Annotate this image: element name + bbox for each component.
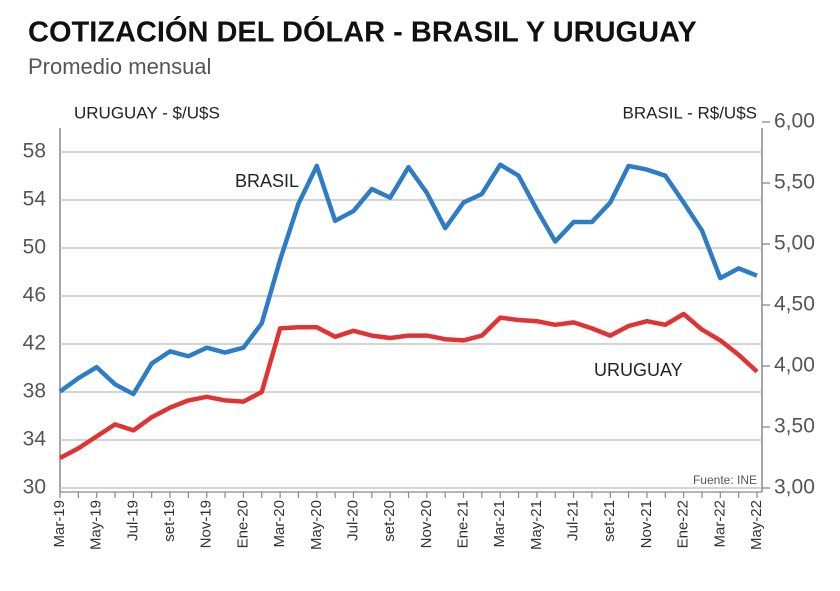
y2-tick-label: 5,50 — [774, 171, 815, 194]
y-tick-label: 50 — [23, 236, 46, 259]
y2-axis-title: BRASIL - R$/U$S — [623, 103, 757, 122]
y-tick-label: 54 — [23, 188, 47, 211]
x-tick-label: set-19 — [161, 500, 178, 542]
x-tick-label: May-21 — [528, 500, 545, 550]
x-tick-label: May-22 — [748, 500, 765, 550]
chart-title: COTIZACIÓN DEL DÓLAR - BRASIL Y URUGUAY — [28, 15, 697, 49]
y-tick-label: 46 — [23, 284, 46, 307]
y-axis-title: URUGUAY - $/U$S — [74, 103, 220, 122]
x-tick-label: Nov-21 — [638, 500, 655, 548]
source: Fuente: INE — [693, 473, 757, 487]
y-tick-label: 34 — [23, 428, 47, 451]
x-tick-label: Ene-21 — [454, 500, 471, 548]
x-tick-label: Mar-19 — [51, 500, 68, 548]
x-tick-label: Mar-21 — [491, 500, 508, 548]
x-tick-label: Jul-19 — [124, 500, 141, 541]
x-tick-label: Mar-20 — [271, 500, 288, 548]
x-tick-label: set-20 — [381, 500, 398, 542]
y2-tick-label: 3,50 — [774, 415, 815, 438]
y-tick-label: 42 — [23, 332, 46, 355]
x-tick-label: May-20 — [308, 500, 325, 550]
y2-tick-label: 3,00 — [774, 476, 815, 499]
series-label: BRASIL — [235, 171, 299, 191]
x-tick-label: Nov-20 — [418, 500, 435, 548]
chart-subtitle: Promedio mensual — [28, 54, 211, 79]
x-tick-label: Ene-20 — [234, 500, 251, 548]
y-tick-label: 38 — [23, 380, 46, 403]
y2-tick-label: 4,50 — [774, 293, 815, 316]
y2-tick-label: 6,00 — [774, 110, 815, 133]
y-tick-label: 30 — [23, 476, 46, 499]
x-tick-label: Jul-20 — [344, 500, 361, 541]
x-tick-label: Jul-21 — [565, 500, 582, 541]
x-tick-label: Mar-22 — [711, 500, 728, 548]
x-tick-label: set-21 — [601, 500, 618, 542]
y2-tick-label: 4,00 — [774, 354, 815, 377]
x-tick-label: May-19 — [88, 500, 105, 550]
x-tick-label: Ene-22 — [675, 500, 692, 548]
series-line — [58, 311, 759, 460]
y2-tick-label: 5,00 — [774, 232, 815, 255]
y-tick-label: 58 — [23, 140, 46, 163]
series-label: URUGUAY — [594, 360, 683, 380]
x-tick-label: Nov-19 — [198, 500, 215, 548]
series-line — [58, 162, 758, 397]
